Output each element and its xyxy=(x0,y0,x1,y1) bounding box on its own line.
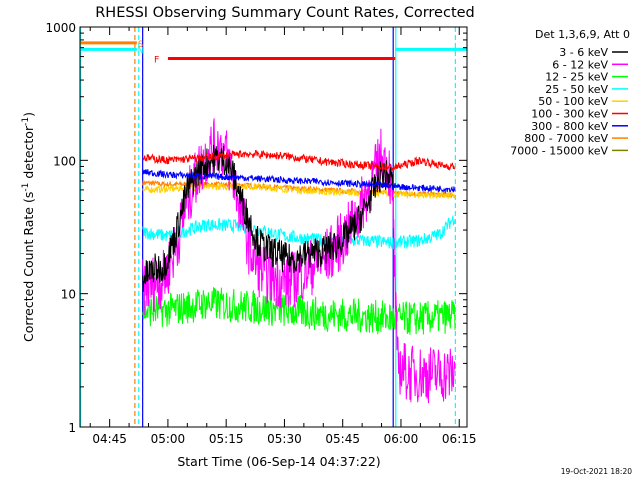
y-label-sup2: -1 xyxy=(21,117,31,126)
y-tick-label: 1000 xyxy=(45,21,76,35)
x-tick-label: 05:00 xyxy=(151,432,186,446)
legend-entry-label: 7000 - 15000 keV xyxy=(510,144,608,157)
series-line xyxy=(142,287,456,335)
x-tick-label: 06:15 xyxy=(442,432,477,446)
series-line xyxy=(142,182,456,200)
series-line xyxy=(142,215,456,251)
y-label-main: Corrected Count Rate (s xyxy=(21,192,36,342)
y-axis-label: Corrected Count Rate (s-1 detector-1) xyxy=(21,112,36,342)
flag-label: F xyxy=(154,56,159,66)
state-flags xyxy=(80,41,467,61)
legend-title: Det 1,3,6,9, Att 0 xyxy=(535,28,630,41)
vertical-markers xyxy=(79,27,456,427)
y-label-mid: detector xyxy=(21,125,36,183)
x-axis-label: Start Time (06-Sep-14 04:37:22) xyxy=(177,454,380,469)
flag-labels: SN F xyxy=(138,40,159,66)
y-tick-label: 10 xyxy=(61,288,76,302)
series-line xyxy=(142,169,456,194)
flag-label: N xyxy=(138,46,143,56)
legend-entry-label: 300 - 800 keV xyxy=(531,120,608,133)
legend-entry-label: 50 - 100 keV xyxy=(538,95,608,108)
series-line xyxy=(142,149,456,171)
legend-entry-label: 25 - 50 keV xyxy=(545,83,608,96)
legend-entry-label: 6 - 12 keV xyxy=(552,58,608,71)
legend-entry-label: 800 - 7000 keV xyxy=(524,132,608,145)
x-tick-label: 05:30 xyxy=(267,432,302,446)
flag-label: S xyxy=(138,40,143,50)
y-label-end: ) xyxy=(21,112,36,117)
x-tick-label: 06:00 xyxy=(384,432,419,446)
x-tick-label: 04:45 xyxy=(92,432,127,446)
series-lines xyxy=(142,118,456,404)
x-tick-label: 05:15 xyxy=(209,432,244,446)
legend-entry-label: 100 - 300 keV xyxy=(531,108,608,121)
y-label-sup1: -1 xyxy=(21,183,31,192)
y-tick-label: 1 xyxy=(68,421,76,435)
axis-ticks: 04:45 05:00 05:15 05:30 05:45 06:00 06:15 1 10 10… xyxy=(45,21,476,446)
legend-entry-label: 3 - 6 keV xyxy=(559,46,608,59)
chart-title: RHESSI Observing Summary Count Rates, Co… xyxy=(95,5,475,21)
series-line xyxy=(142,144,394,292)
legend-entry-label: 12 - 25 keV xyxy=(545,71,608,84)
y-tick-label: 100 xyxy=(53,154,76,168)
plot-area: 04:45 05:00 05:15 05:30 05:45 06:00 06:15 1 10 10… xyxy=(45,21,476,446)
timestamp: 19-Oct-2021 18:20 xyxy=(561,467,632,476)
x-tick-label: 05:45 xyxy=(325,432,360,446)
plot-frame xyxy=(79,26,468,428)
